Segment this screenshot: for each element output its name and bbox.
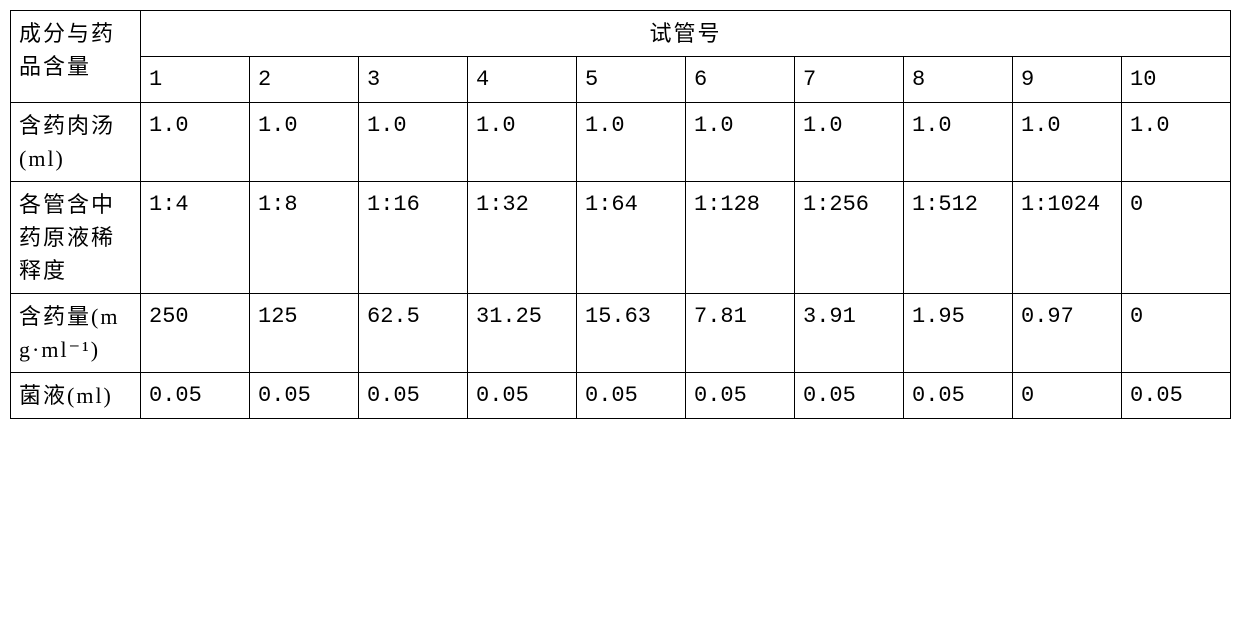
cell: 31.25 (468, 294, 577, 373)
col-header: 6 (686, 57, 795, 103)
col-header: 3 (359, 57, 468, 103)
cell: 0 (1122, 182, 1231, 294)
col-header: 10 (1122, 57, 1231, 103)
table-row: 菌液(ml) 0.05 0.05 0.05 0.05 0.05 0.05 0.0… (11, 373, 1231, 419)
header-row-1: 成分与药品含量 试管号 (11, 11, 1231, 57)
cell: 0.05 (795, 373, 904, 419)
table-row: 各管含中药原液稀释度 1:4 1:8 1:16 1:32 1:64 1:128 … (11, 182, 1231, 294)
cell: 0.05 (141, 373, 250, 419)
cell: 1:1024 (1013, 182, 1122, 294)
col-header: 4 (468, 57, 577, 103)
cell: 0.05 (904, 373, 1013, 419)
corner-label: 成分与药品含量 (11, 11, 141, 103)
cell: 0.05 (1122, 373, 1231, 419)
cell: 3.91 (795, 294, 904, 373)
cell: 1.0 (468, 103, 577, 182)
column-group-label: 试管号 (141, 11, 1231, 57)
row-label: 含药量(mg·ml⁻¹) (11, 294, 141, 373)
row-label: 各管含中药原液稀释度 (11, 182, 141, 294)
header-row-2: 1 2 3 4 5 6 7 8 9 10 (11, 57, 1231, 103)
cell: 1.0 (1013, 103, 1122, 182)
cell: 1:256 (795, 182, 904, 294)
cell: 1:32 (468, 182, 577, 294)
col-header: 9 (1013, 57, 1122, 103)
cell: 7.81 (686, 294, 795, 373)
cell: 0.05 (577, 373, 686, 419)
col-header: 7 (795, 57, 904, 103)
cell: 1:8 (250, 182, 359, 294)
data-table: 成分与药品含量 试管号 1 2 3 4 5 6 7 8 9 10 含药肉汤(ml… (10, 10, 1231, 419)
cell: 1.0 (904, 103, 1013, 182)
cell: 0 (1122, 294, 1231, 373)
cell: 62.5 (359, 294, 468, 373)
cell: 1:128 (686, 182, 795, 294)
cell: 125 (250, 294, 359, 373)
col-header: 5 (577, 57, 686, 103)
cell: 0.05 (250, 373, 359, 419)
cell: 15.63 (577, 294, 686, 373)
cell: 0 (1013, 373, 1122, 419)
cell: 1.0 (686, 103, 795, 182)
cell: 0.05 (359, 373, 468, 419)
cell: 1.0 (795, 103, 904, 182)
cell: 1.0 (1122, 103, 1231, 182)
cell: 1:16 (359, 182, 468, 294)
col-header: 2 (250, 57, 359, 103)
cell: 1:64 (577, 182, 686, 294)
cell: 1.0 (250, 103, 359, 182)
col-header: 8 (904, 57, 1013, 103)
table-row: 含药肉汤(ml) 1.0 1.0 1.0 1.0 1.0 1.0 1.0 1.0… (11, 103, 1231, 182)
cell: 1.0 (141, 103, 250, 182)
cell: 250 (141, 294, 250, 373)
cell: 1.0 (577, 103, 686, 182)
cell: 1:512 (904, 182, 1013, 294)
cell: 1:4 (141, 182, 250, 294)
row-label: 菌液(ml) (11, 373, 141, 419)
row-label: 含药肉汤(ml) (11, 103, 141, 182)
cell: 1.0 (359, 103, 468, 182)
table-row: 含药量(mg·ml⁻¹) 250 125 62.5 31.25 15.63 7.… (11, 294, 1231, 373)
cell: 0.97 (1013, 294, 1122, 373)
cell: 0.05 (686, 373, 795, 419)
col-header: 1 (141, 57, 250, 103)
cell: 1.95 (904, 294, 1013, 373)
cell: 0.05 (468, 373, 577, 419)
